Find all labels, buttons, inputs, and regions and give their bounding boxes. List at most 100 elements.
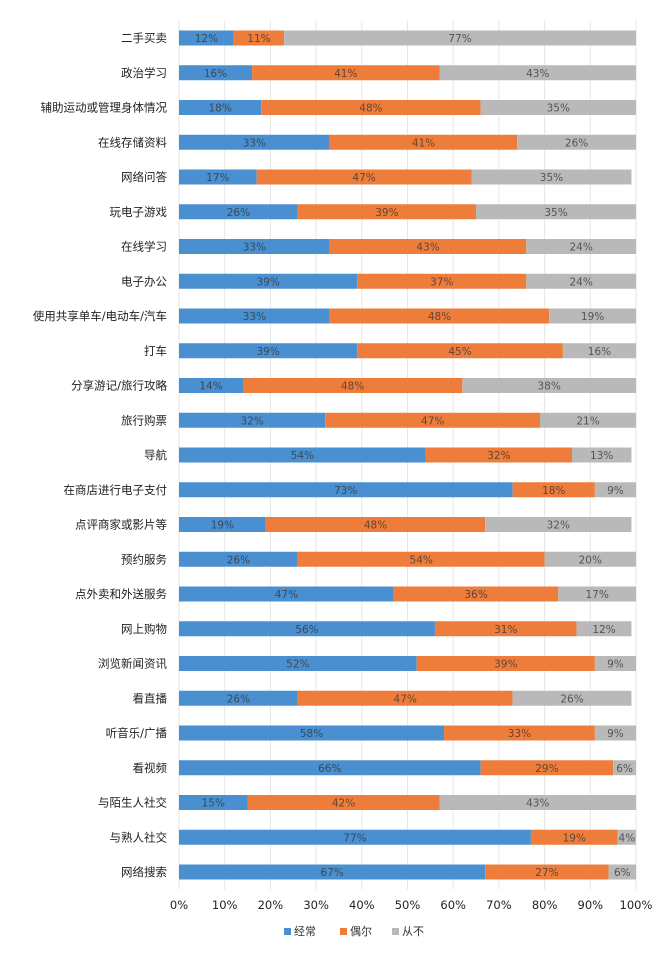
data-label: 6%	[614, 867, 631, 879]
data-label: 19%	[581, 311, 604, 323]
data-label: 43%	[416, 242, 439, 254]
category-label: 玩电子游戏	[110, 205, 168, 219]
data-label: 24%	[569, 242, 592, 254]
data-label: 36%	[464, 589, 487, 601]
x-tick-label: 30%	[303, 898, 329, 912]
data-label: 48%	[359, 103, 382, 115]
data-label: 39%	[375, 207, 398, 219]
data-label: 56%	[295, 624, 318, 636]
bar-segment-occasional	[444, 725, 595, 741]
data-label: 27%	[535, 867, 558, 879]
bar-segment-occasional	[357, 273, 527, 289]
category-label: 点外卖和外送服务	[75, 587, 167, 601]
bar-segment-occasional	[434, 621, 577, 637]
x-tick-label: 60%	[440, 898, 466, 912]
data-label: 26%	[560, 693, 583, 705]
category-label: 看视频	[133, 761, 168, 775]
x-tick-label: 40%	[349, 898, 375, 912]
data-label: 47%	[394, 693, 417, 705]
legend-swatch	[340, 928, 347, 935]
data-label: 38%	[537, 381, 560, 393]
category-label: 导航	[144, 448, 167, 462]
x-tick-label: 80%	[532, 898, 558, 912]
bar-segment-frequent	[179, 308, 330, 324]
data-label: 47%	[352, 172, 375, 184]
bar-segment-never	[439, 65, 636, 81]
bar-segment-occasional	[329, 134, 518, 150]
category-label: 与熟人社交	[110, 830, 168, 844]
x-tick-label: 20%	[258, 898, 284, 912]
legend-label: 从不	[402, 925, 424, 938]
bar-segment-frequent	[179, 412, 326, 428]
data-label: 31%	[494, 624, 517, 636]
data-label: 6%	[616, 763, 633, 775]
bar-segment-never	[613, 760, 636, 776]
bar-segment-never	[617, 829, 636, 845]
data-label: 12%	[195, 33, 218, 45]
bar-segment-frequent	[179, 656, 417, 671]
bar-segment-occasional	[393, 586, 559, 602]
bar-segment-never	[594, 482, 636, 498]
data-label: 15%	[202, 798, 225, 810]
data-label: 77%	[343, 832, 366, 844]
bar-segment-frequent	[179, 586, 394, 602]
bar-segment-occasional	[297, 690, 513, 706]
data-label: 19%	[563, 832, 586, 844]
data-label: 19%	[211, 520, 234, 532]
bar-segment-never	[540, 412, 636, 428]
bar-segment-never	[439, 795, 636, 810]
data-label: 26%	[227, 554, 250, 566]
bar-segment-never	[594, 725, 636, 741]
data-label: 17%	[206, 172, 229, 184]
bar-segment-never	[572, 447, 632, 463]
data-label: 39%	[494, 659, 517, 671]
data-label: 33%	[508, 728, 531, 740]
data-label: 73%	[334, 485, 357, 497]
data-label: 21%	[576, 415, 599, 427]
category-label: 网上购物	[121, 622, 167, 636]
data-label: 45%	[448, 346, 471, 358]
data-label: 29%	[535, 763, 558, 775]
data-label: 41%	[334, 68, 357, 80]
bar-segment-occasional	[233, 30, 285, 46]
bar-segment-frequent	[179, 239, 330, 254]
data-label: 52%	[286, 659, 309, 671]
category-label: 二手买卖	[121, 31, 167, 45]
x-tick-label: 10%	[212, 898, 238, 912]
x-tick-label: 0%	[170, 898, 188, 912]
category-label: 使用共享单车/电动车/汽车	[33, 309, 167, 323]
data-label: 67%	[320, 867, 343, 879]
bar-segment-occasional	[530, 829, 618, 845]
x-axis-tick-labels: 0% 10% 20% 30% 40% 50% 60% 70% 80% 90% 100%	[170, 898, 653, 912]
chart-legend: 经常 偶尔 从不	[284, 925, 424, 938]
data-label: 32%	[487, 450, 510, 462]
data-label: 16%	[204, 68, 227, 80]
bar-segment-occasional	[297, 204, 477, 220]
data-label: 39%	[256, 276, 279, 288]
chart-bars: 12% 11% 77% 16% 41% 43% 18% 48% 35% 33% 41% 26% 17% 4…	[179, 30, 636, 880]
bar-segment-never	[608, 864, 636, 880]
bar-segment-never	[558, 586, 636, 602]
data-label: 77%	[448, 33, 471, 45]
data-label: 66%	[318, 763, 341, 775]
data-label: 35%	[544, 207, 567, 219]
bar-segment-frequent	[179, 343, 358, 359]
bar-segment-frequent	[179, 690, 298, 706]
bar-segment-occasional	[297, 551, 545, 567]
bar-segment-occasional	[325, 412, 541, 428]
data-label: 37%	[430, 276, 453, 288]
data-label: 9%	[607, 728, 624, 740]
bar-segment-frequent	[179, 30, 234, 46]
bar-segment-frequent	[179, 482, 513, 498]
data-label: 9%	[607, 485, 624, 497]
data-label: 17%	[585, 589, 608, 601]
bar-segment-frequent	[179, 621, 435, 637]
data-label: 32%	[547, 520, 570, 532]
data-label: 24%	[569, 276, 592, 288]
bar-segment-occasional	[357, 343, 563, 359]
data-label: 47%	[421, 415, 444, 427]
bar-segment-frequent	[179, 725, 445, 741]
bar-segment-frequent	[179, 551, 298, 567]
category-label: 打车	[144, 344, 167, 358]
